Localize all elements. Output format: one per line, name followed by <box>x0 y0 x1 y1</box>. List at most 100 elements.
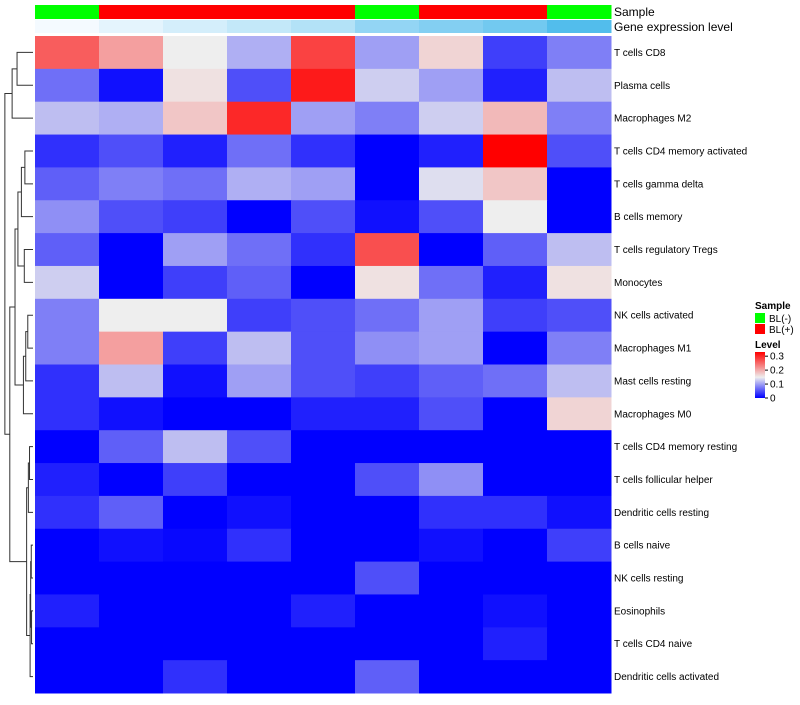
heatmap-cell <box>35 101 100 136</box>
heatmap-cell <box>547 101 612 136</box>
legend-swatch-bl-pos <box>755 324 765 334</box>
heatmap-cell <box>355 200 420 234</box>
heatmap-cell <box>355 36 420 70</box>
heatmap-cell <box>35 397 100 431</box>
heatmap-cell <box>227 528 292 563</box>
heatmap-cell <box>419 463 484 497</box>
heatmap-cell <box>291 36 356 70</box>
heatmap-cell <box>227 298 292 333</box>
heatmap-cell <box>227 430 292 464</box>
heatmap-cell <box>483 463 548 497</box>
heatmap-cell <box>483 430 548 464</box>
dendrogram-branch <box>30 544 33 579</box>
heatmap-cell <box>419 627 484 661</box>
heatmap-cell <box>291 561 356 595</box>
heatmap-cell <box>99 660 164 694</box>
expression-annotation-cell <box>99 20 164 33</box>
heatmap-cell <box>547 594 612 628</box>
heatmap-cell <box>483 298 548 333</box>
heatmap-cell <box>483 627 548 661</box>
heatmap-cell <box>483 233 548 267</box>
heatmap-cell <box>355 331 420 365</box>
dendrogram-branch <box>16 51 33 86</box>
heatmap-cell <box>163 36 228 70</box>
expression-annotation-cell <box>163 20 228 33</box>
heatmap-cell <box>291 233 356 267</box>
heatmap-cell <box>547 233 612 267</box>
heatmap-cell <box>163 594 228 628</box>
heatmap-cell <box>291 463 356 497</box>
heatmap-cell <box>419 167 484 201</box>
heatmap-cell <box>547 68 612 103</box>
heatmap-cell <box>355 134 420 168</box>
heatmap-cell <box>163 331 228 365</box>
heatmap-cell <box>227 265 292 300</box>
heatmap-cell <box>419 660 484 694</box>
heatmap-cell <box>419 528 484 563</box>
heatmap-cell <box>99 528 164 563</box>
heatmap-cell <box>163 167 228 201</box>
heatmap-cell <box>227 331 292 365</box>
heatmap-cell <box>291 298 356 333</box>
sample-annotation-cell <box>291 5 356 19</box>
row-label: B cells naive <box>614 541 671 552</box>
heatmap-cell <box>483 397 548 431</box>
legend: Sample BL(-) BL(+) Level 0.3 0.2 0.1 0 <box>755 301 794 405</box>
heatmap-cell <box>419 265 484 300</box>
sample-annotation-cell <box>483 5 548 19</box>
heatmap-cell <box>163 627 228 661</box>
row-label: Plasma cells <box>614 81 670 92</box>
heatmap-cell <box>419 298 484 333</box>
heatmap-cell <box>355 660 420 694</box>
row-label: Macrophages M0 <box>614 409 692 420</box>
heatmap-cell <box>291 594 356 628</box>
heatmap-cell <box>419 134 484 168</box>
heatmap-cell <box>483 594 548 628</box>
heatmap-cell <box>35 528 100 563</box>
heatmap-cell <box>99 463 164 497</box>
heatmap-cell <box>163 134 228 168</box>
legend-label-bl-pos: BL(+) <box>769 325 794 336</box>
row-labels: T cells CD8 Plasma cells Macrophages M2 T c… <box>614 48 747 683</box>
row-label: NK cells resting <box>614 574 683 585</box>
heatmap-cell <box>291 167 356 201</box>
heatmap-cell <box>355 627 420 661</box>
heatmap-cell <box>35 660 100 694</box>
heatmap-cell <box>355 430 420 464</box>
sample-annotation-cell <box>355 5 420 19</box>
dendrogram-branch <box>24 150 33 185</box>
heatmap-cell <box>547 528 612 563</box>
heatmap-cell <box>547 430 612 464</box>
heatmap-cell <box>355 265 420 300</box>
heatmap-cell <box>35 200 100 234</box>
heatmap-cell <box>291 331 356 365</box>
heatmap-cell <box>547 627 612 661</box>
heatmap-cell <box>227 660 292 694</box>
heatmap-cell <box>163 430 228 464</box>
dendrogram-branch <box>31 610 33 645</box>
heatmap-cell <box>99 331 164 365</box>
row-label: T cells follicular helper <box>614 475 713 486</box>
heatmap-cell <box>99 68 164 103</box>
annotation-titles: Sample Gene expression level <box>614 5 733 34</box>
heatmap-cell <box>99 495 164 530</box>
heatmap-cell <box>227 561 292 595</box>
heatmap-cell <box>99 561 164 595</box>
dendrogram-branch <box>14 228 24 386</box>
heatmap-cell <box>163 101 228 136</box>
heatmap-cell <box>291 101 356 136</box>
heatmap-cell <box>355 495 420 530</box>
heatmap-cell <box>99 134 164 168</box>
heatmap-cell <box>547 200 612 234</box>
level-tick-label: 0.3 <box>770 352 784 363</box>
heatmap-cell <box>483 134 548 168</box>
heatmap-cell <box>547 36 612 70</box>
heatmap-cell <box>419 68 484 103</box>
heatmap-cell <box>419 101 484 136</box>
heatmap-cell <box>355 594 420 628</box>
heatmap-cell <box>547 495 612 530</box>
dendrogram-branch <box>22 355 33 415</box>
heatmap-cell <box>35 561 100 595</box>
row-label: Monocytes <box>614 278 662 289</box>
